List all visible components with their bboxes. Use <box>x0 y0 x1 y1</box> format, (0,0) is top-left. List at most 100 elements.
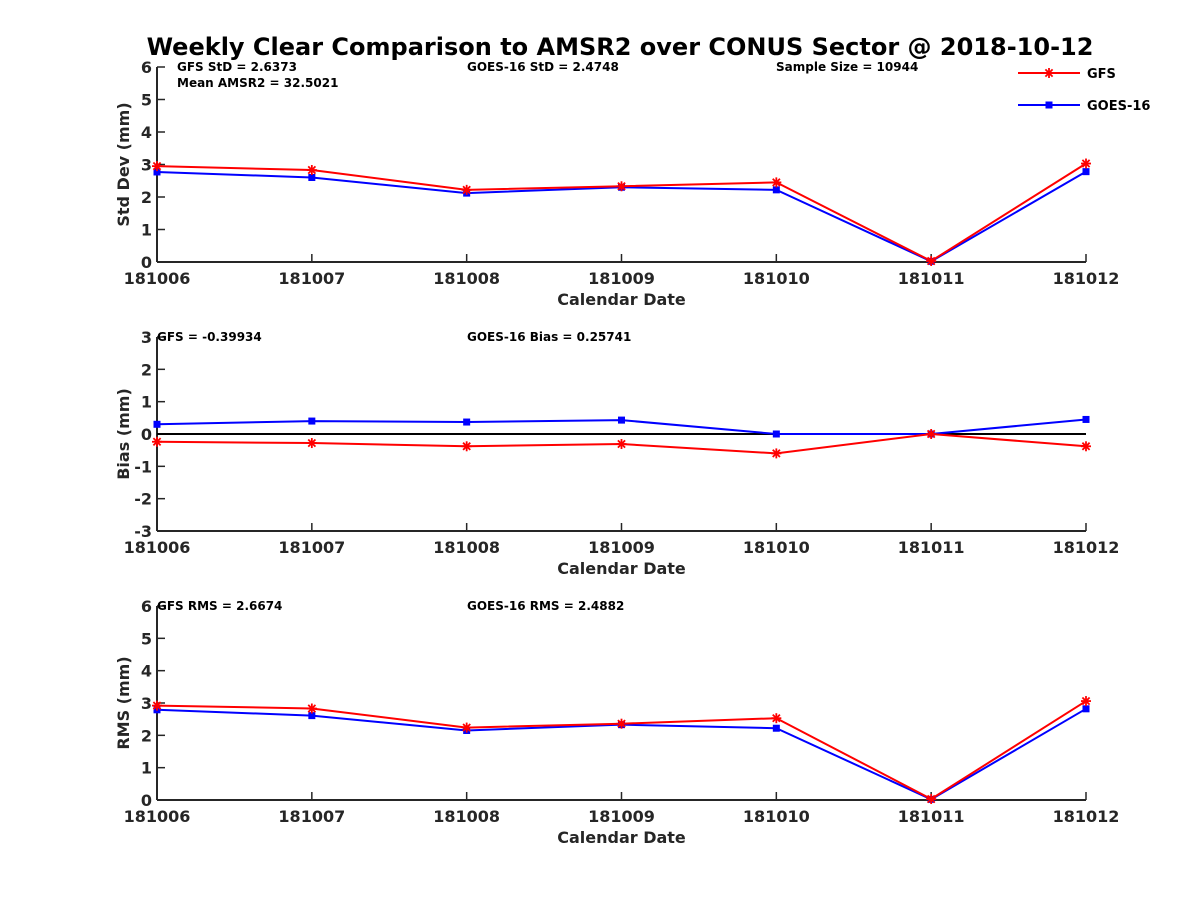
y-tick-label: 1 <box>141 393 152 412</box>
x-axis-label: Calendar Date <box>557 828 686 847</box>
y-tick-label: 2 <box>141 726 152 745</box>
legend-label: GOES-16 <box>1087 99 1150 114</box>
y-tick-label: 4 <box>141 662 152 681</box>
x-tick-label: 181006 <box>124 538 191 557</box>
series-gfs <box>152 696 1091 805</box>
x-axis-label: Calendar Date <box>557 290 686 309</box>
data-point <box>306 438 317 449</box>
data-point <box>616 439 627 450</box>
y-tick-label: -2 <box>134 490 152 509</box>
legend-marker <box>1044 68 1054 78</box>
legend-entry-goes-16: GOES-16 <box>1018 99 1150 114</box>
subplot-rms: 0 1 2 3 4 5 6 181006 181007 181008 181009 181010 181… <box>114 597 1119 847</box>
y-tick-label: 1 <box>141 221 152 240</box>
series-line <box>156 162 1087 263</box>
data-point <box>152 161 162 172</box>
stat-annotation: GOES-16 RMS = 2.4882 <box>467 599 624 613</box>
x-tick-label: 181010 <box>743 538 810 557</box>
x-tick-label: 181012 <box>1053 269 1120 288</box>
y-tick-label: 6 <box>141 58 152 77</box>
stat-annotation: GOES-16 Bias = 0.25741 <box>467 330 631 344</box>
data-point <box>618 416 625 424</box>
y-tick-label: 0 <box>141 791 152 810</box>
y-tick-label: 4 <box>141 123 152 142</box>
y-tick-label: 6 <box>141 597 152 616</box>
legend: GFS GOES-16 <box>1018 67 1150 114</box>
data-point <box>1082 415 1090 423</box>
data-point <box>306 165 317 176</box>
data-point <box>308 712 316 720</box>
data-point <box>926 256 937 267</box>
y-tick-label: 3 <box>141 694 152 713</box>
data-point <box>306 703 317 714</box>
x-tick-label: 181006 <box>124 269 191 288</box>
y-tick-label: -3 <box>134 522 152 541</box>
data-point <box>616 718 627 729</box>
x-tick-label: 181007 <box>278 807 345 826</box>
y-tick-label: 3 <box>141 156 152 175</box>
stat-annotation: Sample Size = 10944 <box>776 60 918 74</box>
y-axis-label: Bias (mm) <box>114 388 133 480</box>
stat-annotation: GOES-16 StD = 2.4748 <box>467 60 619 74</box>
x-tick-label: 181009 <box>588 269 655 288</box>
y-tick-label: 2 <box>141 360 152 379</box>
data-point <box>772 186 780 194</box>
data-point <box>772 724 780 732</box>
stat-annotation: GFS RMS = 2.6674 <box>157 599 282 613</box>
series-gfs <box>152 429 1091 459</box>
legend-marker <box>1045 101 1053 109</box>
data-point <box>461 184 472 195</box>
stat-annotation: GFS StD = 2.6373 <box>177 60 297 74</box>
data-point <box>308 417 316 425</box>
y-tick-label: 0 <box>141 253 152 272</box>
figure-title: Weekly Clear Comparison to AMSR2 over CO… <box>147 33 1094 61</box>
x-tick-label: 181008 <box>433 538 500 557</box>
y-tick-label: 0 <box>141 425 152 444</box>
y-tick-label: 3 <box>141 328 152 347</box>
x-tick-label: 181008 <box>433 269 500 288</box>
y-tick-label: 5 <box>141 629 152 648</box>
stat-annotation: Mean AMSR2 = 32.5021 <box>177 76 338 90</box>
subplot-bias: -3 -2 -1 0 1 2 3 181006 181007 181008 181009 181010… <box>114 328 1119 578</box>
stat-annotation: GFS = -0.39934 <box>157 330 262 344</box>
x-tick-label: 181011 <box>898 538 965 557</box>
data-point <box>461 722 472 733</box>
x-tick-label: 181008 <box>433 807 500 826</box>
data-point <box>152 700 162 711</box>
legend-label: GFS <box>1087 67 1116 82</box>
x-tick-label: 181007 <box>278 269 345 288</box>
y-axis-label: Std Dev (mm) <box>114 102 133 226</box>
x-tick-label: 181006 <box>124 807 191 826</box>
data-point <box>461 441 472 452</box>
x-tick-label: 181012 <box>1053 538 1120 557</box>
x-tick-label: 181009 <box>588 807 655 826</box>
data-point <box>616 181 627 192</box>
data-point <box>153 420 161 428</box>
y-tick-label: 5 <box>141 91 152 110</box>
subplots-group: 0 1 2 3 4 5 6 181006 181007 181008 181009 181010 181… <box>114 58 1119 847</box>
data-point <box>152 436 162 447</box>
data-point <box>1082 705 1090 713</box>
data-point <box>772 430 780 438</box>
series-gfs <box>152 158 1091 267</box>
x-tick-label: 181009 <box>588 538 655 557</box>
x-axis-label: Calendar Date <box>557 559 686 578</box>
y-tick-label: 2 <box>141 188 152 207</box>
x-tick-label: 181010 <box>743 807 810 826</box>
x-tick-label: 181012 <box>1053 807 1120 826</box>
x-tick-label: 181011 <box>898 807 965 826</box>
data-point <box>308 174 316 181</box>
data-point <box>1081 696 1091 707</box>
subplot-std: 0 1 2 3 4 5 6 181006 181007 181008 181009 181010 181… <box>114 58 1119 309</box>
data-point <box>926 794 937 805</box>
y-tick-label: -1 <box>134 457 152 476</box>
data-point <box>771 448 782 459</box>
data-point <box>1081 158 1091 169</box>
y-tick-label: 1 <box>141 759 152 778</box>
y-axis-label: RMS (mm) <box>114 656 133 749</box>
data-point <box>771 177 782 188</box>
x-tick-label: 181010 <box>743 269 810 288</box>
data-point <box>1082 168 1090 176</box>
x-tick-label: 181007 <box>278 538 345 557</box>
